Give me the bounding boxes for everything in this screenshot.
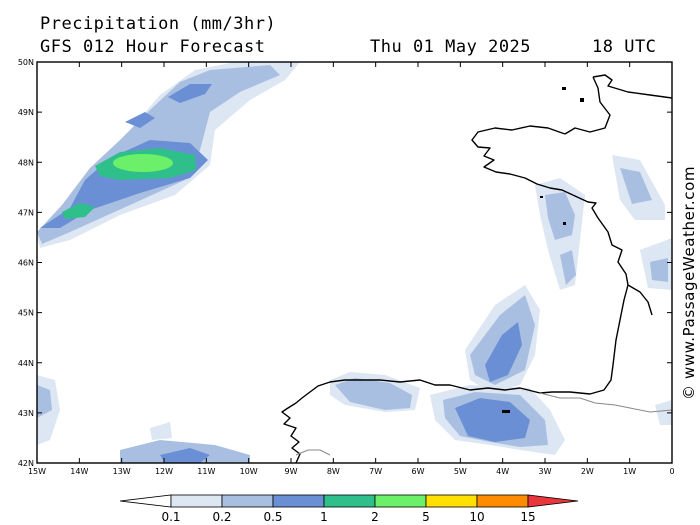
precip-light <box>150 422 172 440</box>
lat-tick-label: 45N <box>18 309 34 318</box>
lon-tick-label: 9W <box>285 467 298 476</box>
legend-threshold-label: 0.2 <box>212 510 231 524</box>
legend-threshold-label: 0.1 <box>161 510 180 524</box>
legend-swatch <box>323 494 376 508</box>
lat-tick-label: 49N <box>18 108 34 117</box>
legend-threshold-label: 1 <box>320 510 328 524</box>
legend-threshold-label: 0.5 <box>263 510 282 524</box>
precip-region-northwest <box>37 62 300 248</box>
lat-tick-label: 46N <box>18 259 34 268</box>
legend-swatch <box>374 494 427 508</box>
lat-tick-label: 43N <box>18 409 34 418</box>
legend-threshold-label: 10 <box>469 510 484 524</box>
lon-tick-label: 5W <box>454 467 467 476</box>
lon-tick-label: 13W <box>113 467 131 476</box>
forecast-subtitle: GFS 012 Hour Forecast <box>40 37 266 57</box>
lat-tick-label: 42N <box>18 459 34 468</box>
coastline-gironde <box>627 284 653 316</box>
lon-tick-label: 4W <box>496 467 509 476</box>
precip-lightmed <box>335 378 412 410</box>
precip-light <box>655 400 672 425</box>
coastline-aquitaine <box>539 284 629 395</box>
legend-threshold-label: 15 <box>520 510 535 524</box>
lon-tick-label: 7W <box>369 467 382 476</box>
lon-tick-label: 10W <box>240 467 258 476</box>
precip-teal <box>62 203 95 219</box>
forecast-time: 18 UTC <box>592 37 657 57</box>
legend-swatch <box>272 494 325 508</box>
precip-medium <box>125 112 155 128</box>
precip-green <box>113 154 173 172</box>
coastlines <box>281 74 672 463</box>
legend-threshold-label: 2 <box>371 510 379 524</box>
coastline-galicia <box>281 402 301 463</box>
precip-medium <box>168 84 212 103</box>
precip-lightmed <box>545 192 575 240</box>
lat-tick-label: 44N <box>18 359 34 368</box>
precip-lightmed <box>37 385 52 418</box>
axis-ticks: 15W 14W 13W 12W 11W 10W 9W 8W 7W 6W 5W 4W 3W 2W 1W 0 50N… <box>18 58 675 476</box>
lon-tick-label: 11W <box>197 467 215 476</box>
lat-tick-label: 48N <box>18 158 34 167</box>
lon-tick-label: 15W <box>28 467 46 476</box>
precip-medium <box>455 398 530 442</box>
lon-tick-label: 12W <box>155 467 173 476</box>
coastline-brittany <box>471 125 629 286</box>
border-france-spain <box>539 392 672 413</box>
lon-tick-label: 8W <box>327 467 340 476</box>
chart-title: Precipitation (mm/3hr) <box>40 14 277 34</box>
lon-tick-label: 1W <box>623 467 636 476</box>
coastline-normandy <box>564 76 611 135</box>
coastline-channel <box>592 74 672 99</box>
lon-tick-label: 6W <box>412 467 425 476</box>
precip-medium <box>485 322 522 382</box>
lon-tick-label: 2W <box>581 467 594 476</box>
legend-swatch <box>425 494 478 508</box>
lon-tick-label: 0 <box>669 467 674 476</box>
legend-swatch <box>476 494 529 508</box>
precip-lightmed <box>650 258 668 282</box>
legend-threshold-label: 5 <box>422 510 430 524</box>
precip-lightmed <box>620 168 652 204</box>
border-spain-portugal <box>295 449 331 456</box>
precip-lightmed <box>560 250 576 285</box>
legend-swatch <box>221 494 274 508</box>
lat-tick-label: 50N <box>18 58 34 67</box>
coastline-north-spain <box>295 379 541 404</box>
legend-swatch-max <box>527 494 579 508</box>
lon-tick-label: 14W <box>70 467 88 476</box>
precip-region-france <box>535 155 672 425</box>
lat-tick-label: 47N <box>18 208 34 217</box>
islands <box>502 87 584 413</box>
legend-swatch-min <box>119 494 172 508</box>
precip-medium <box>160 448 210 463</box>
legend-swatch <box>170 494 223 508</box>
forecast-date: Thu 01 May 2025 <box>370 37 532 57</box>
lon-tick-label: 3W <box>539 467 552 476</box>
borders <box>295 392 672 456</box>
